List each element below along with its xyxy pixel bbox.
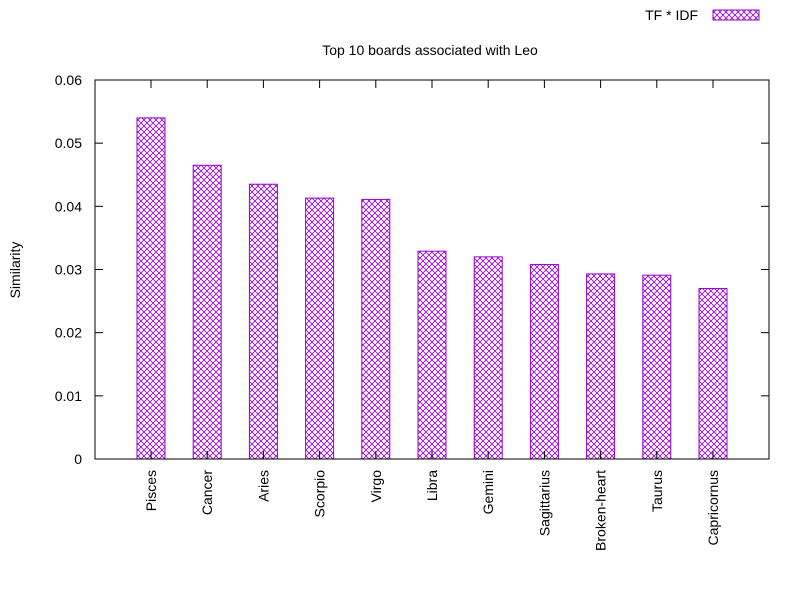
y-tick-label: 0.03 [55,262,82,278]
legend-label: TF * IDF [645,7,698,23]
x-tick-label-taurus: Taurus [649,470,665,512]
x-tick-label-aries: Aries [255,470,271,502]
y-axis-label: Similarity [7,242,23,299]
y-tick-label: 0.06 [55,72,82,88]
bar-taurus [642,274,672,460]
bar-pisces [136,117,166,460]
y-tick-label: 0 [74,451,82,467]
bar-cancer [192,164,222,460]
x-tick-label-libra: Libra [424,470,440,501]
bar-capricornus [698,287,728,460]
legend-swatch [712,9,760,21]
chart-title: Top 10 boards associated with Leo [322,42,538,58]
x-ticks: Pisces Cancer Aries Scorpio Virgo Libra Gemini… [143,80,721,551]
bar-broken-heart [586,273,616,460]
bar-sagittarius [529,263,559,460]
bar-scorpio [305,197,335,460]
bars [136,117,728,460]
x-tick-label-scorpio: Scorpio [312,470,328,518]
y-tick-label: 0.01 [55,388,82,404]
x-tick-label-broken-heart: Broken-heart [593,470,609,551]
x-tick-label-cancer: Cancer [199,470,215,515]
bar-libra [417,250,447,460]
plot-frame [94,79,770,460]
y-tick-label: 0.02 [55,325,82,341]
x-tick-label-gemini: Gemini [480,470,496,514]
y-tick-label: 0.04 [55,198,82,214]
x-tick-label-pisces: Pisces [143,470,159,511]
x-tick-label-sagittarius: Sagittarius [536,470,552,536]
bar-aries [248,183,278,460]
bar-virgo [361,198,391,460]
bar-gemini [473,256,503,460]
y-ticks: 0 0.01 0.02 0.03 0.04 0.05 0.06 [55,72,769,467]
x-tick-label-virgo: Virgo [368,470,384,503]
x-tick-label-capricornus: Capricornus [705,470,721,545]
y-tick-label: 0.05 [55,135,82,151]
